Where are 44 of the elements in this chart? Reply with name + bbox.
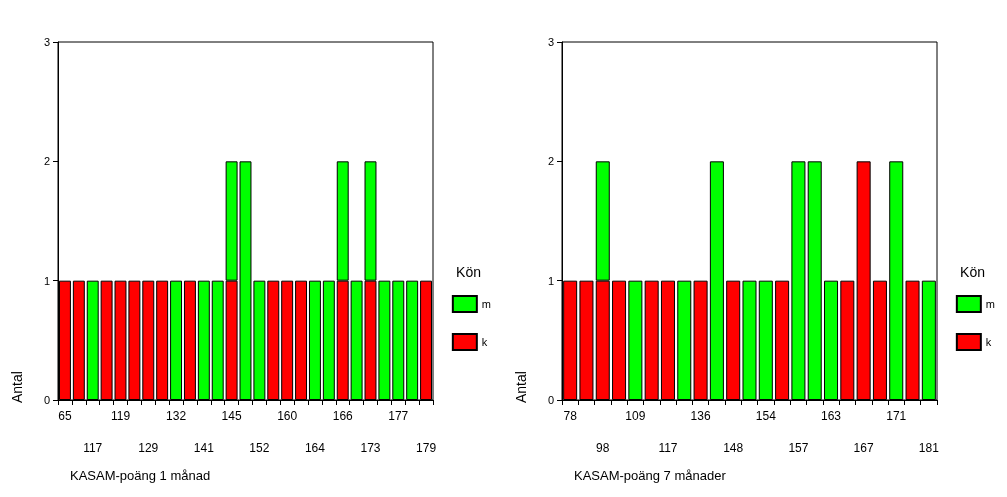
legend-title: Kön <box>959 264 985 280</box>
y-tick-label: 3 <box>43 36 50 48</box>
y-tick-label: 1 <box>547 274 554 287</box>
x-tick-label: 119 <box>110 409 131 423</box>
x-tick-label: 181 <box>918 441 939 455</box>
x-tick-label: 109 <box>624 409 646 423</box>
x-tick-label: 166 <box>332 409 354 423</box>
x-tick-label: 173 <box>360 441 381 455</box>
x-axis-title: KASAM-poäng 7 månader <box>573 468 726 483</box>
y-tick-label: 1 <box>43 274 50 287</box>
x-tick-label: 163 <box>820 409 841 423</box>
x-tick-label: 141 <box>193 441 215 455</box>
legend-label: m <box>985 298 995 310</box>
y-tick-label: 3 <box>547 36 554 48</box>
x-tick-label: 171 <box>885 409 907 423</box>
x-tick-label: 154 <box>755 409 776 423</box>
x-tick-label: 152 <box>249 441 270 455</box>
x-tick-label: 78 <box>562 409 577 423</box>
x-tick-label: 177 <box>388 409 409 423</box>
x-tick-label: 132 <box>166 409 187 423</box>
x-tick-label: 167 <box>853 441 874 455</box>
x-tick-label: 136 <box>690 409 711 423</box>
y-tick-label: 0 <box>547 394 554 406</box>
legend-title: Kön <box>456 264 482 280</box>
y-axis-title: Antal <box>9 371 25 403</box>
x-tick-label: 148 <box>722 441 744 455</box>
x-axis-title: KASAM-poäng 1 månad <box>70 468 211 483</box>
x-tick-label: 117 <box>657 441 678 455</box>
x-tick-label: 65 <box>58 409 72 423</box>
y-tick-label: 2 <box>43 155 50 168</box>
y-tick-label: 2 <box>547 155 554 168</box>
legend-label: k <box>985 336 992 348</box>
x-tick-label: 157 <box>787 441 809 455</box>
x-tick-label: 129 <box>138 441 159 455</box>
legend-label: m <box>481 298 492 310</box>
x-tick-label: 160 <box>277 409 298 423</box>
x-tick-label: 117 <box>83 441 103 455</box>
y-axis-title: Antal <box>512 371 529 403</box>
x-tick-label: 145 <box>221 409 242 423</box>
x-tick-label: 179 <box>416 441 437 455</box>
y-tick-label: 0 <box>43 394 50 406</box>
legend-label: k <box>481 336 488 348</box>
x-tick-label: 164 <box>304 441 326 455</box>
x-tick-label: 98 <box>595 441 610 455</box>
